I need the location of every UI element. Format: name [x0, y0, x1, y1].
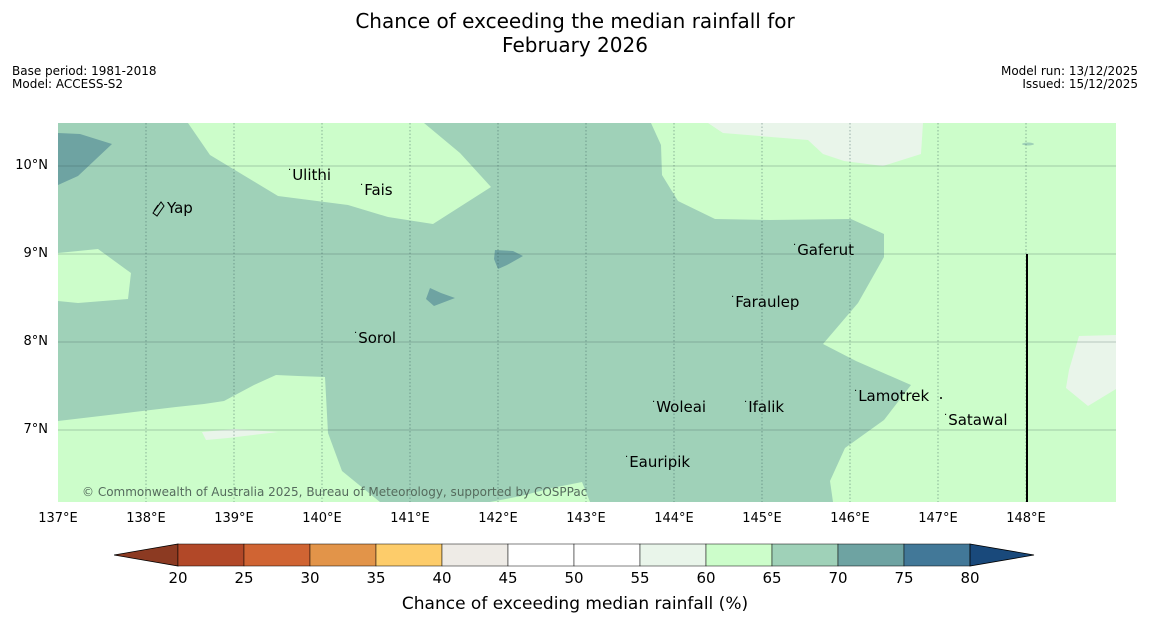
colorbar-bin [507, 543, 575, 567]
region-75-80-nw [58, 133, 112, 185]
place-label: Sorol [358, 329, 397, 347]
colorbar-tick: 20 [168, 569, 188, 587]
region-55-60-s [202, 429, 278, 440]
colorbar-under-arrow [114, 543, 179, 567]
place-label: Gaferut [797, 241, 855, 259]
colorbar-bin [903, 543, 971, 567]
marker-icon: · [944, 410, 948, 421]
meta-right: Model run: 13/12/2025 Issued: 15/12/2025 [1001, 65, 1138, 91]
colorbar-tick: 75 [894, 569, 914, 587]
colorbar-tick: 30 [300, 569, 320, 587]
lon-label: 145°E [742, 511, 782, 526]
place-gaferut: ·Gaferut [793, 240, 855, 261]
copyright-notice: © Commonwealth of Australia 2025, Bureau… [82, 485, 588, 499]
place-label: Woleai [656, 398, 707, 416]
colorbar-tick: 25 [234, 569, 254, 587]
colorbar-tick: 70 [828, 569, 848, 587]
colorbar-bin [441, 543, 509, 567]
colorbar [114, 543, 1035, 567]
place-label: Yap [167, 199, 193, 217]
region-small-ne [1022, 142, 1034, 146]
colorbar-tick: 35 [366, 569, 386, 587]
place-lamotrek: ·Lamotrek [854, 386, 930, 407]
lat-label-7n: 7°N [23, 422, 49, 437]
place-label: Faraulep [735, 293, 800, 311]
colorbar-label: Chance of exceeding median rainfall (%) [401, 594, 749, 614]
place-ulithi: ·Ulithi [288, 165, 332, 186]
lon-label: 148°E [1006, 511, 1046, 526]
place-label: Fais [364, 181, 393, 199]
region-65-70 [58, 123, 911, 502]
lat-label-9n: 9°N [23, 246, 49, 261]
place-faraulep: ·Faraulep [731, 292, 800, 313]
meta-left: Base period: 1981-2018 Model: ACCESS-S2 [12, 65, 157, 91]
place-fais: ·Fais [360, 180, 393, 201]
region-55-60-e [1066, 335, 1116, 406]
colorbar-bin [309, 543, 377, 567]
colorbar-bin [705, 543, 773, 567]
lon-label: 146°E [830, 511, 870, 526]
place-ifalik: ·Ifalik [744, 397, 785, 418]
colorbar-over-arrow [969, 543, 1035, 567]
map-title: Chance of exceeding the median rainfall … [0, 9, 1150, 57]
marker-icon: · [625, 452, 629, 463]
place-eauripik: ·Eauripik [625, 452, 691, 473]
colorbar-tick: 60 [696, 569, 716, 587]
small-islet [940, 397, 942, 399]
place-label: Lamotrek [858, 387, 930, 405]
colorbar-bin [573, 543, 641, 567]
place-label: Satawal [948, 411, 1008, 429]
lon-label: 142°E [478, 511, 518, 526]
marker-icon: · [288, 165, 292, 176]
marker-icon: · [731, 292, 735, 303]
place-sorol: ·Sorol [354, 328, 397, 349]
lon-label: 144°E [654, 511, 694, 526]
lon-label: 138°E [126, 511, 166, 526]
marker-icon: · [744, 397, 748, 408]
lon-label: 139°E [214, 511, 254, 526]
colorbar-bin [243, 543, 311, 567]
place-label: Ifalik [748, 398, 785, 416]
region-75-80-c2 [426, 288, 455, 306]
colorbar-tick: 50 [564, 569, 584, 587]
colorbar-bin [375, 543, 443, 567]
place-woleai: ·Woleai [652, 397, 707, 418]
place-satawal: ·Satawal [944, 410, 1008, 431]
model-name: Model: ACCESS-S2 [12, 77, 124, 91]
colorbar-tick: 40 [432, 569, 452, 587]
marker-icon: · [793, 240, 797, 251]
model-run: Model run: 13/12/2025 [1000, 64, 1138, 78]
marker-icon: · [360, 180, 364, 191]
lon-label: 143°E [566, 511, 606, 526]
yap-island-outline [152, 201, 165, 217]
colorbar-bin [771, 543, 839, 567]
title-line-1: Chance of exceeding the median rainfall … [355, 9, 795, 33]
colorbar-tick: 80 [960, 569, 980, 587]
colorbar-bin [639, 543, 707, 567]
place-label: Eauripik [629, 453, 691, 471]
base-period: Base period: 1981-2018 [12, 64, 157, 78]
lon-label: 140°E [302, 511, 342, 526]
forecast-map: ·Ulithi ·Fais Yap ·Gaferut ·Faraulep ·So… [58, 123, 1116, 502]
lat-label-8n: 8°N [23, 334, 49, 349]
colorbar-bin [177, 543, 245, 567]
colorbar-bin [837, 543, 905, 567]
region-75-80-c1 [494, 250, 523, 269]
lon-label: 137°E [38, 511, 78, 526]
lon-label: 147°E [918, 511, 958, 526]
place-yap: Yap [167, 200, 193, 216]
lon-label: 141°E [390, 511, 430, 526]
marker-icon: · [652, 397, 656, 408]
title-line-2: February 2026 [502, 33, 648, 57]
colorbar-tick: 45 [498, 569, 518, 587]
colorbar-tick: 65 [762, 569, 782, 587]
colorbar-tick: 55 [630, 569, 650, 587]
lat-label-10n: 10°N [15, 158, 48, 173]
place-label: Ulithi [292, 166, 332, 184]
marker-icon: · [354, 328, 358, 339]
marker-icon: · [854, 386, 858, 397]
map-canvas [58, 123, 1116, 502]
issued-date: Issued: 15/12/2025 [1022, 77, 1138, 91]
